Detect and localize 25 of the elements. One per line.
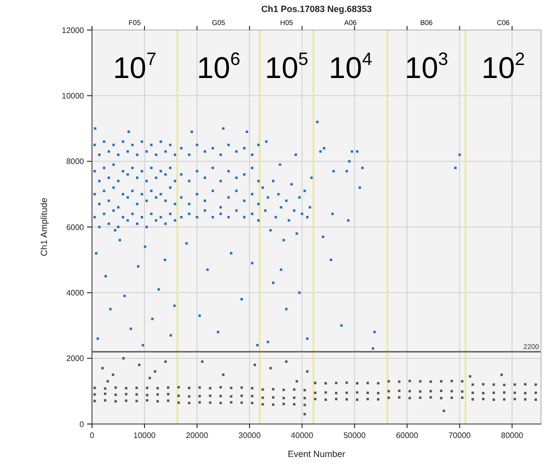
annotation: 10$^{4}$ <box>328 48 372 85</box>
y-tick-label: 4000 <box>66 288 85 298</box>
x-tick-label: 30000 <box>238 431 262 440</box>
x-tick-label: 20000 <box>186 431 209 440</box>
x-tick-label: 10000 <box>133 431 156 440</box>
x-tick-label: 60000 <box>396 431 419 440</box>
y-tick-label: 12000 <box>62 26 85 35</box>
y-tick-label: 0 <box>80 420 85 429</box>
x-tick-label: 80000 <box>500 431 524 440</box>
chart-title: Ch1 Pos.17083 Neg.68353 <box>261 4 372 14</box>
y-tick-label: 10000 <box>62 91 85 100</box>
x-tick-label: 70000 <box>448 431 472 440</box>
annotation: 10$^{2}$ <box>482 48 525 85</box>
annotation: 10$^{3}$ <box>404 48 448 85</box>
x-tick-label: 50000 <box>343 431 366 440</box>
annotation: 10$^{7}$ <box>113 48 156 85</box>
x-axis-title: Event Number <box>288 449 346 459</box>
annotation: 10$^{5}$ <box>264 48 308 85</box>
x-tick-label: 0 <box>90 431 95 440</box>
annotation: 10$^{6}$ <box>196 48 240 85</box>
x-tick-label: 40000 <box>290 431 314 440</box>
y-axis-title: Ch1 Amplitude <box>39 198 49 256</box>
y-tick-label: 2000 <box>66 354 85 364</box>
y-tick-label: 8000 <box>66 157 85 166</box>
y-tick-label: 6000 <box>66 222 85 232</box>
